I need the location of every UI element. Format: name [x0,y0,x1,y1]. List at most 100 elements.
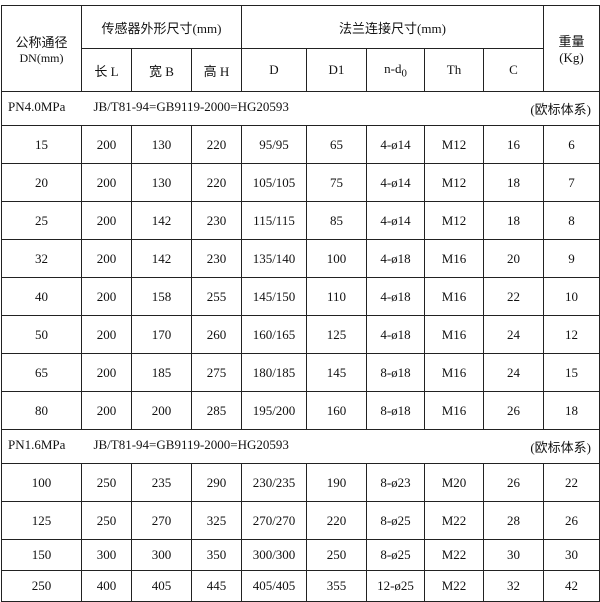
table-cell: 200 [81,201,132,240]
table-cell: 15 [543,353,600,392]
table-cell: 7 [543,163,600,202]
table-cell: 4-ø18 [366,277,425,316]
table-cell: 325 [191,501,242,540]
table-cell: M16 [424,391,484,430]
table-cell: 105/105 [241,163,307,202]
table-cell: 32 [483,570,544,602]
table-row: 50 200 170 260 160/165 125 4-ø18 M16 24 12 [1,315,600,354]
table-cell: 100 [1,463,82,502]
table-cell: 4-ø18 [366,315,425,354]
table-cell: 24 [483,353,544,392]
table-cell: 26 [483,463,544,502]
table-cell: 10 [543,277,600,316]
table-cell: 24 [483,315,544,354]
table-row: 150 300 300 350 300/300 250 8-ø25 M22 30 30 [1,539,600,571]
table-cell: 115/115 [241,201,307,240]
sub-header: n-d0 [366,48,425,92]
table-cell: 250 [1,570,82,602]
table-cell: 350 [191,539,242,571]
table-cell: 405/405 [241,570,307,602]
table-cell: 125 [306,315,367,354]
sub-header: D [241,48,307,92]
table-cell: 22 [483,277,544,316]
table-cell: 130 [131,163,192,202]
table-cell: 26 [483,391,544,430]
table-row: 32 200 142 230 135/140 100 4-ø18 M16 20 9 [1,239,600,278]
table-cell: 30 [543,539,600,571]
table-cell: 130 [131,125,192,164]
table-cell: 150 [1,539,82,571]
table-cell: 200 [81,163,132,202]
table-cell: 110 [306,277,367,316]
table-cell: 135/140 [241,239,307,278]
system-label: (欧标体系) [530,440,591,455]
table-cell: 18 [483,201,544,240]
standard-label: JB/T81-94=GB9119-2000=HG20593 [93,437,289,452]
table-cell: 285 [191,391,242,430]
table-cell: 230 [191,239,242,278]
table-cell: 4-ø14 [366,201,425,240]
dn-header: 公称通径 DN(mm) [1,5,82,92]
table-cell: 100 [306,239,367,278]
table-cell: 400 [81,570,132,602]
table-cell: 355 [306,570,367,602]
table-cell: 200 [81,315,132,354]
table-cell: 220 [191,125,242,164]
pressure-section-row: PN1.6MPa JB/T81-94=GB9119-2000=HG20593 (欧标… [1,429,600,464]
standard-label: JB/T81-94=GB9119-2000=HG20593 [93,99,289,114]
pressure-label: PN1.6MPa [8,437,66,452]
table-cell: 200 [81,391,132,430]
table-cell: 270/270 [241,501,307,540]
table-cell: 200 [81,277,132,316]
pressure-label: PN4.0MPa [8,99,66,114]
table-cell: 180/185 [241,353,307,392]
table-cell: 300/300 [241,539,307,571]
table-cell: 95/95 [241,125,307,164]
table-cell: 255 [191,277,242,316]
sub-header: 高 H [191,48,242,92]
table-cell: 4-ø18 [366,239,425,278]
table-cell: 8-ø25 [366,539,425,571]
table-cell: 8-ø18 [366,391,425,430]
table-cell: 75 [306,163,367,202]
table-cell: 300 [131,539,192,571]
table-cell: 9 [543,239,600,278]
table-cell: 4-ø14 [366,163,425,202]
sensor-header: 传感器外形尺寸(mm) [81,5,242,49]
table-cell: 275 [191,353,242,392]
table-cell: 220 [191,163,242,202]
table-cell: 50 [1,315,82,354]
table-cell: 145 [306,353,367,392]
table-cell: 185 [131,353,192,392]
sub-header: 长 L [81,48,132,92]
table-cell: 26 [543,501,600,540]
table-cell: 22 [543,463,600,502]
table-cell: 250 [81,463,132,502]
table-cell: 200 [81,353,132,392]
table-cell: 250 [81,501,132,540]
flange-dimension-table: 公称通径 DN(mm) 传感器外形尺寸(mm) 法兰连接尺寸(mm) 重量 (Kg)… [1,5,600,602]
table-cell: 230/235 [241,463,307,502]
table-cell: 200 [81,239,132,278]
table-cell: 18 [483,163,544,202]
table-cell: M12 [424,201,484,240]
table-cell: M16 [424,277,484,316]
table-cell: 42 [543,570,600,602]
flange-header: 法兰连接尺寸(mm) [241,5,544,49]
sub-header: 宽 B [131,48,192,92]
table-cell: 260 [191,315,242,354]
table-cell: 85 [306,201,367,240]
table-row: 250 400 405 445 405/405 355 12-ø25 M22 32 42 [1,570,600,602]
header-row-2: 长 L 宽 B 高 H D D1 n-d0 Th C [2,48,600,92]
table-cell: 220 [306,501,367,540]
sub-header: D1 [306,48,367,92]
table-cell: 145/150 [241,277,307,316]
table-cell: M22 [424,539,484,571]
table-cell: 405 [131,570,192,602]
table-cell: 270 [131,501,192,540]
table-cell: 230 [191,201,242,240]
table-cell: 190 [306,463,367,502]
table-row: 25 200 142 230 115/115 85 4-ø14 M12 18 8 [1,201,600,240]
table-cell: 20 [1,163,82,202]
table-cell: 30 [483,539,544,571]
